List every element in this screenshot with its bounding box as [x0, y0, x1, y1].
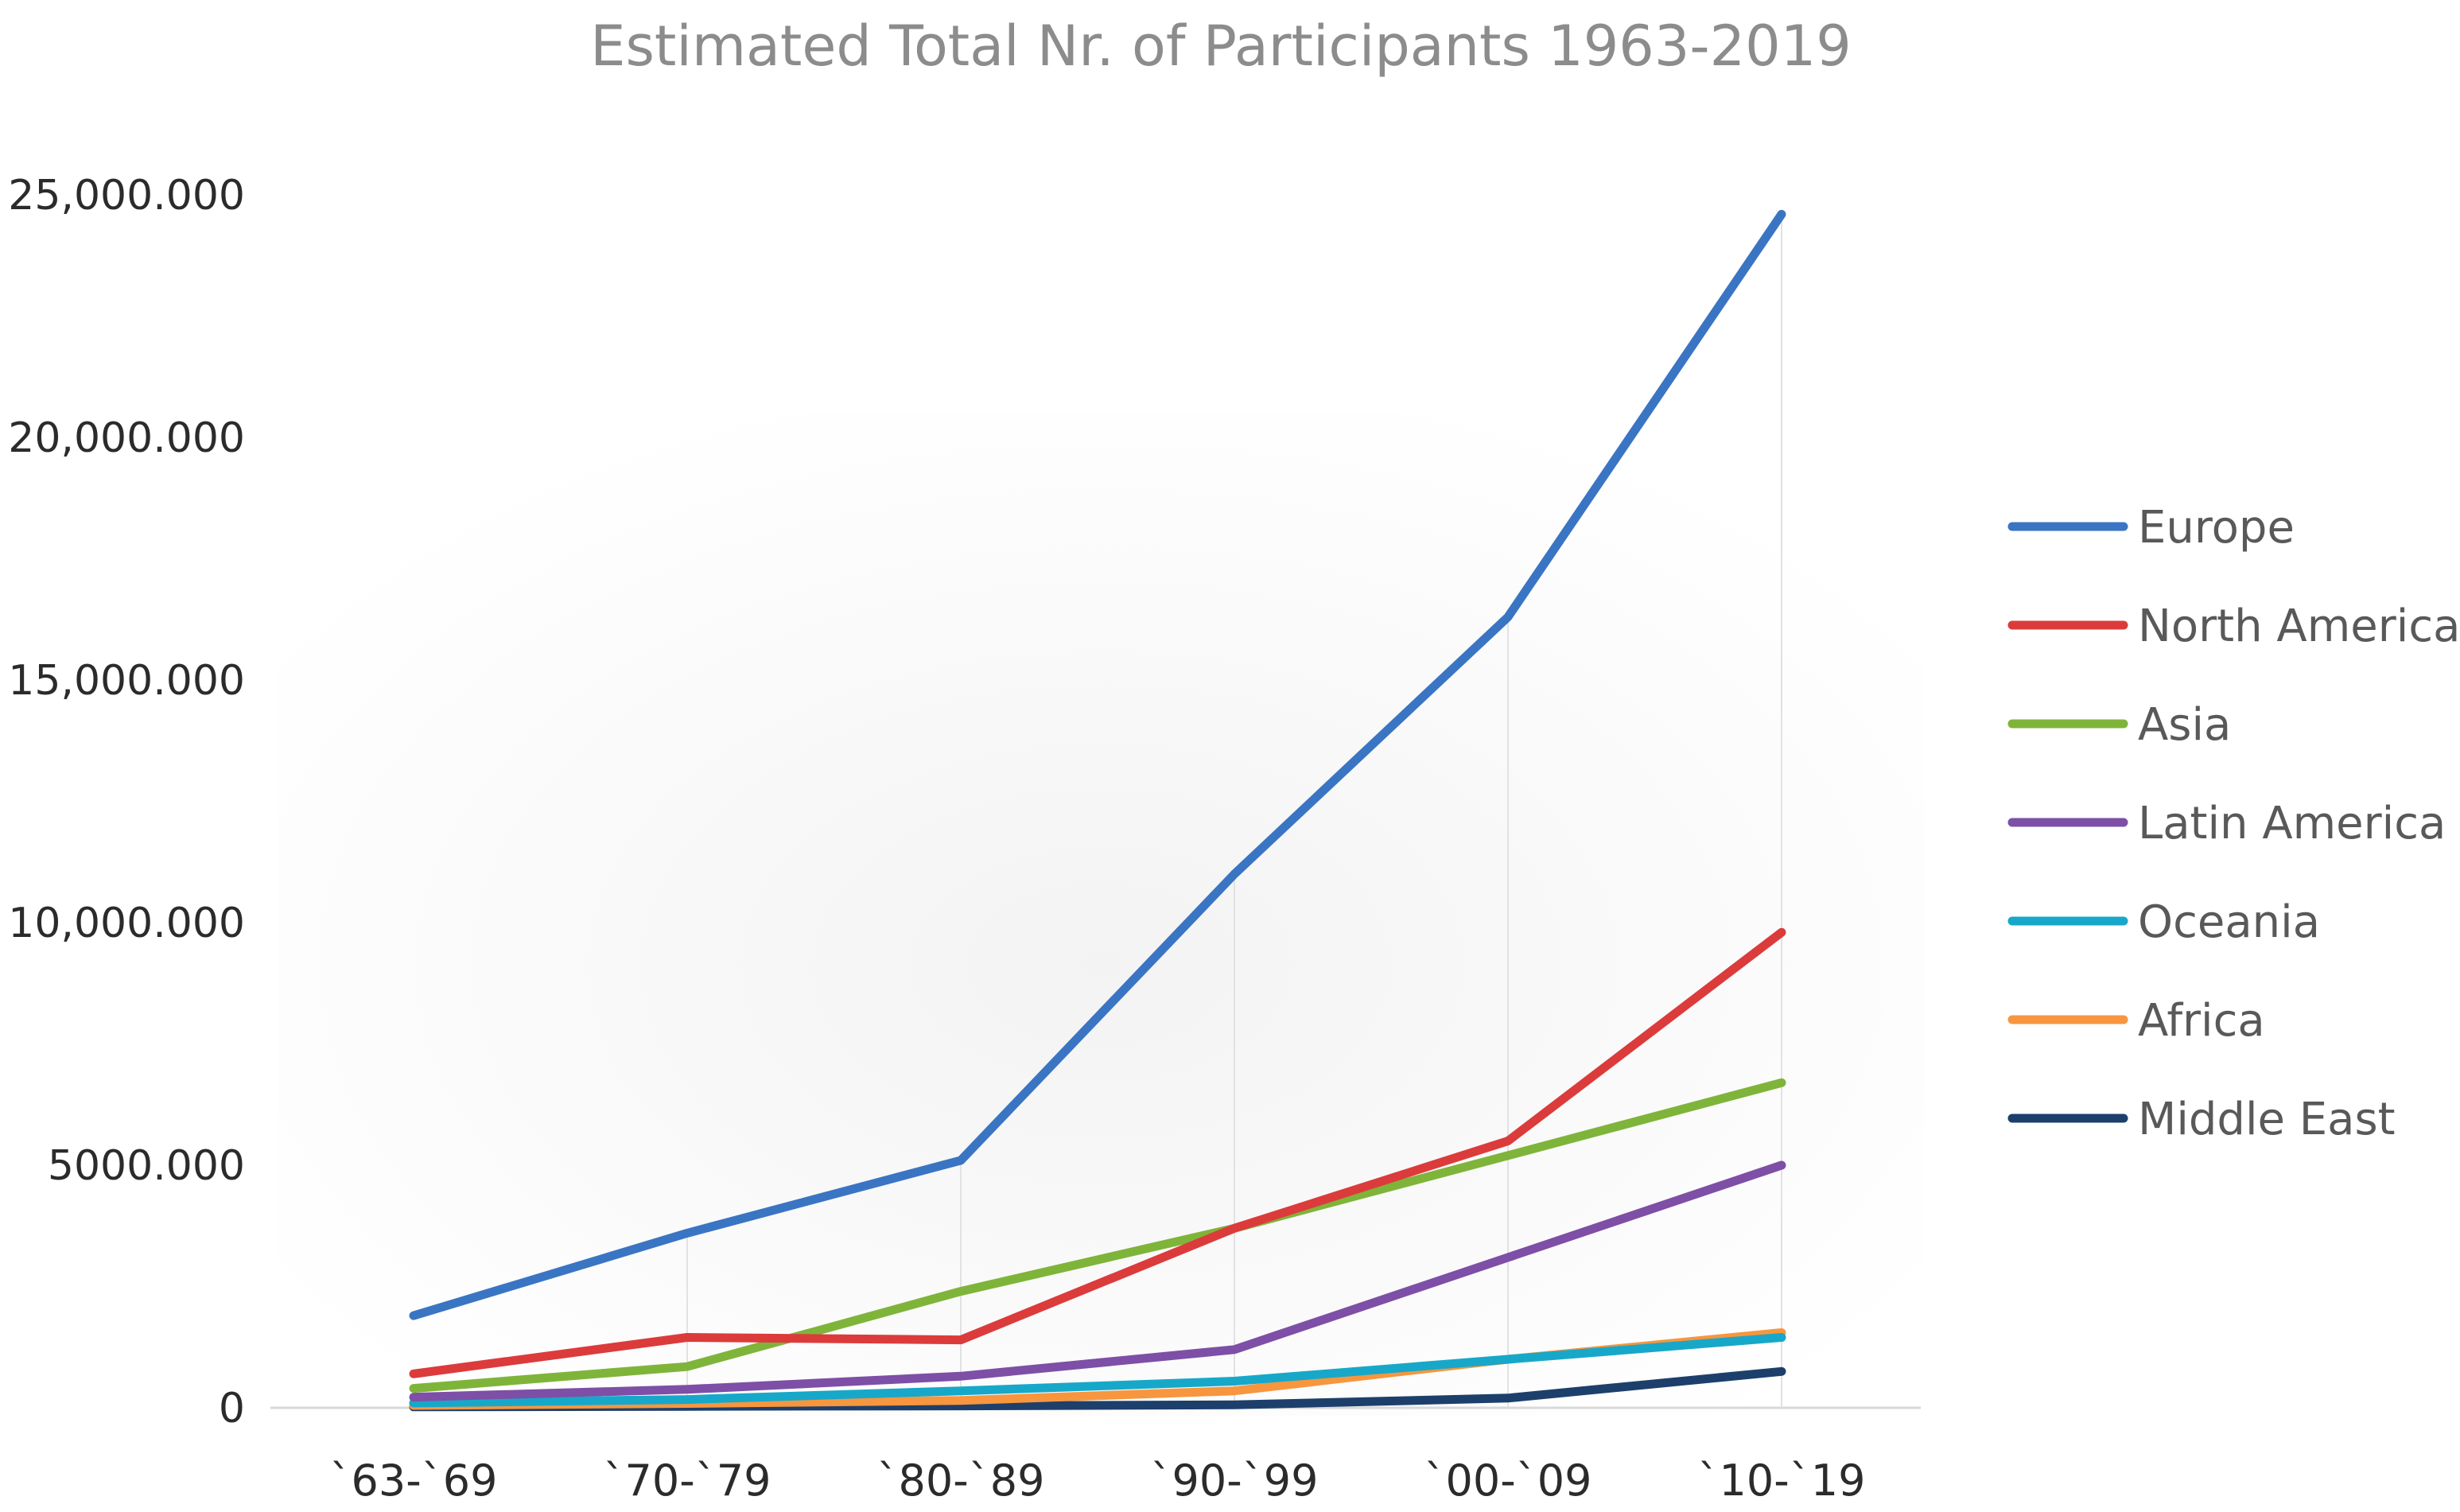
legend-label-oceania: Oceania	[2138, 896, 2320, 948]
x-tick-label-63-69: `63-`69	[330, 1456, 498, 1506]
series-line-asia	[409, 1078, 1786, 1393]
y-tick-label-4: 20,000.000	[8, 414, 245, 462]
x-tick-label-80-89: `80-`89	[877, 1456, 1045, 1506]
legend-label-asia: Asia	[2138, 699, 2231, 751]
y-tick-label-3: 15,000.000	[8, 657, 245, 705]
chart-title: Estimated Total Nr. of Participants 1963…	[590, 14, 1852, 79]
y-tick-label-1: 5000.000	[48, 1142, 245, 1190]
series-lines	[409, 209, 1786, 1412]
series-line-oceania	[409, 1333, 1786, 1408]
x-tick-label-70-79: `70-`79	[604, 1456, 771, 1506]
y-tick-label-2: 10,000.000	[8, 900, 245, 947]
series-line-north-america	[409, 927, 1786, 1378]
x-tick-label-90-99: `90-`99	[1151, 1456, 1319, 1506]
series-line-latin-america	[409, 1160, 1786, 1402]
y-tick-label-0: 0	[219, 1385, 245, 1432]
x-tick-label-10-19: `10-`19	[1698, 1456, 1866, 1506]
plot-background	[278, 414, 1925, 1416]
y-axis-tick-labels: 0 5000.000 10,000.000 15,000.000 20,000.000 2…	[8, 172, 245, 1432]
legend: Europe North America Asia Latin America Ocea…	[2007, 502, 2460, 1145]
legend-label-latin-america: Latin America	[2138, 798, 2446, 849]
series-line-europe	[409, 209, 1786, 1320]
legend-label-middle-east: Middle East	[2138, 1094, 2396, 1145]
y-tick-label-5: 25,000.000	[8, 172, 245, 220]
legend-label-north-america: North America	[2138, 601, 2460, 652]
x-axis-tick-labels: `63-`69 `70-`79 `80-`89 `90-`99 `00-`09 `10-`…	[330, 1456, 1866, 1506]
legend-label-africa: Africa	[2138, 995, 2265, 1047]
vertical-drop-lines	[686, 214, 1782, 1408]
x-tick-label-00-09: `00-`09	[1424, 1456, 1592, 1506]
legend-label-europe: Europe	[2138, 502, 2295, 554]
